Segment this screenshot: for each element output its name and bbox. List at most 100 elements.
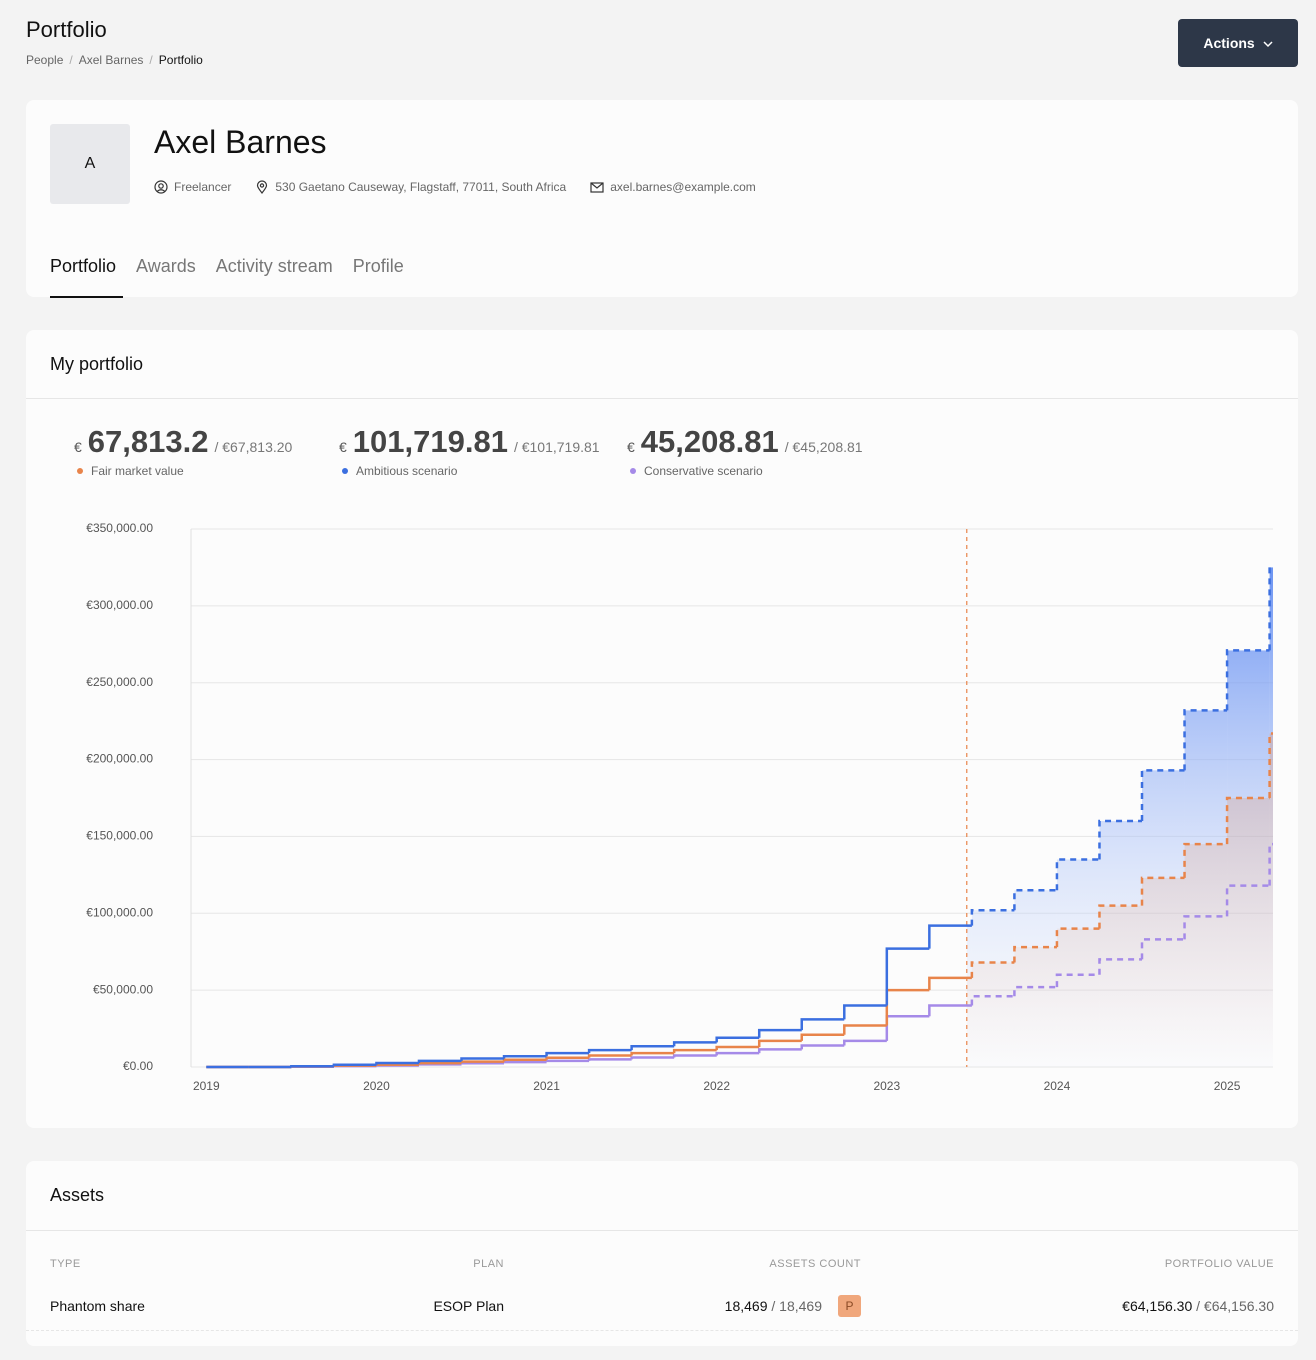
line-step <box>290 1064 334 1068</box>
avatar: A <box>50 124 130 204</box>
area-step <box>1014 947 1057 1067</box>
line-step <box>1225 796 1270 845</box>
y-tick-label: €150,000.00 <box>86 829 153 843</box>
line-step <box>1013 985 1057 997</box>
tab[interactable]: Profile <box>352 256 404 276</box>
line-step <box>1098 904 1142 929</box>
cell: 18,469 / 18,469 <box>725 1298 822 1314</box>
x-tick-label: 2024 <box>1044 1079 1071 1093</box>
line-step <box>885 1015 930 1041</box>
x-tick-label: 2022 <box>703 1079 730 1093</box>
y-tick-label: €50,000.00 <box>93 982 153 996</box>
legend-item: Fair market value <box>74 464 184 478</box>
line-step <box>587 1054 632 1058</box>
area-step <box>1227 798 1270 1067</box>
line-step <box>502 1054 547 1059</box>
card-title: Assets <box>50 1185 105 1205</box>
column-header: PLAN <box>473 1258 504 1270</box>
line-step <box>1013 888 1057 911</box>
stat-total: / €67,813.20 <box>214 439 293 455</box>
cell: Phantom share <box>50 1298 145 1314</box>
line-step <box>1098 958 1142 975</box>
line-step <box>970 908 1015 926</box>
line-step <box>375 1063 419 1066</box>
currency: € <box>339 439 347 455</box>
line-step <box>970 995 1015 1006</box>
tab[interactable]: Portfolio <box>50 256 117 276</box>
area-step <box>1184 844 1228 1067</box>
line-step <box>1268 566 1273 651</box>
line-step <box>672 1048 717 1054</box>
tab[interactable]: Awards <box>136 256 196 276</box>
email: axel.barnes@example.com <box>610 180 756 194</box>
x-tick-label: 2019 <box>193 1079 220 1093</box>
line-step <box>1268 842 1273 886</box>
currency: € <box>74 439 82 455</box>
tab-underline <box>50 296 123 298</box>
x-tick-label: 2025 <box>1214 1079 1241 1093</box>
line-step <box>1013 945 1057 963</box>
stat-total: / €45,208.81 <box>784 439 863 455</box>
line-step <box>928 976 972 991</box>
line-step <box>1140 938 1185 960</box>
line-step <box>1225 649 1270 711</box>
stat: €67,813.2 / €67,813.20 Fair market value <box>74 424 293 478</box>
line-step <box>545 1056 590 1060</box>
line-step <box>715 1051 760 1056</box>
legend-dot <box>630 468 636 474</box>
line-step <box>1268 732 1273 798</box>
line-step <box>672 1041 717 1047</box>
line-step <box>460 1062 505 1065</box>
cell: €64,156.30 / €64,156.30 <box>1122 1298 1274 1314</box>
line-step <box>630 1044 675 1051</box>
area-step <box>1269 733 1273 1067</box>
line-step <box>970 961 1015 978</box>
x-tick-label: 2021 <box>533 1079 560 1093</box>
chart: €0.00 €50,000.00 €100,000.00 €150,000.00 €20… <box>86 521 1273 1093</box>
actions-button[interactable]: Actions <box>1178 19 1298 67</box>
line-step <box>1055 927 1100 948</box>
tabs: Portfolio Awards Activity stream Profile <box>50 256 424 277</box>
cell: ESOP Plan <box>433 1298 504 1314</box>
row-divider <box>26 1330 1298 1331</box>
currency: € <box>627 439 635 455</box>
stat-value: 45,208.81 <box>640 424 779 459</box>
legend-item: Ambitious scenario <box>339 464 457 478</box>
column-header: TYPE <box>50 1258 81 1270</box>
profile-card <box>26 100 1298 297</box>
line-step <box>460 1057 505 1061</box>
line-step <box>843 1039 887 1046</box>
legend-label: Fair market value <box>91 464 184 478</box>
line-step <box>885 947 930 1006</box>
legend-dot <box>77 468 83 474</box>
divider <box>26 398 1298 399</box>
y-tick-label: €350,000.00 <box>86 521 153 535</box>
line-step <box>1183 915 1228 940</box>
crumb[interactable]: People <box>26 53 64 67</box>
line-step <box>672 1054 717 1058</box>
stat: €45,208.81 / €45,208.81 Conservative scena… <box>627 424 863 478</box>
line-step <box>800 1044 845 1050</box>
area-step <box>966 977 972 1067</box>
assets-card <box>26 1161 1298 1346</box>
line-step <box>757 1039 802 1048</box>
divider <box>26 1230 1298 1231</box>
tab[interactable]: Activity stream <box>215 256 333 276</box>
area-step <box>1099 905 1143 1067</box>
line-step <box>1140 876 1185 906</box>
line-step <box>1225 884 1270 917</box>
y-tick-label: €300,000.00 <box>86 598 153 612</box>
page-title: Portfolio <box>26 17 107 42</box>
x-tick-label: 2020 <box>363 1079 390 1093</box>
profile-meta: Freelancer 530 Gaetano Causeway, Flagsta… <box>154 180 756 194</box>
line-step <box>375 1061 419 1065</box>
line-step <box>332 1063 377 1067</box>
line-step <box>1183 709 1228 771</box>
line-step <box>885 988 930 1026</box>
count-total: / 18,469 <box>771 1298 822 1314</box>
crumb[interactable]: Axel Barnes <box>78 53 144 67</box>
value: €64,156.30 <box>1122 1298 1193 1314</box>
line-step <box>1098 819 1142 860</box>
y-tick-label: €250,000.00 <box>86 675 153 689</box>
